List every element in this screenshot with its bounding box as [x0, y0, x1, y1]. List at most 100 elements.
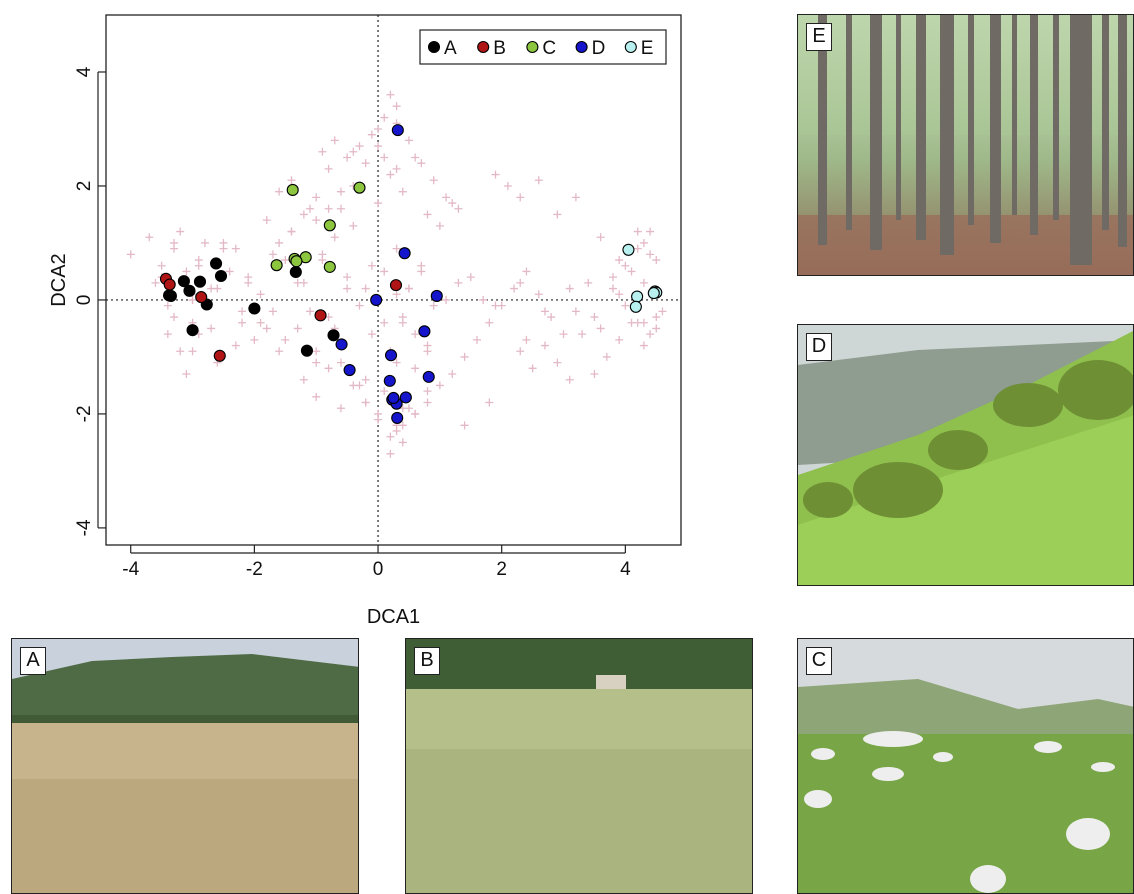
point-b [213, 349, 226, 362]
background-plus-point [170, 238, 179, 247]
background-plus-point [596, 233, 605, 242]
background-plus-point [442, 193, 451, 202]
background-plus-point [268, 250, 277, 259]
background-plus-point [553, 210, 562, 219]
point-d [384, 349, 398, 362]
background-plus-point [182, 370, 191, 379]
background-plus-point [584, 278, 593, 287]
background-plus-point [268, 307, 277, 316]
x-tick-label: -2 [246, 559, 263, 580]
background-plus-point [615, 335, 624, 344]
background-plus-point [423, 347, 432, 356]
background-plus-point [312, 193, 321, 202]
point-d [391, 124, 404, 137]
legend-label-e: E [641, 38, 654, 59]
background-plus-point [380, 318, 389, 327]
point-d [335, 338, 348, 351]
background-plus-point [608, 284, 617, 293]
background-plus-point [262, 324, 271, 333]
point-a [214, 269, 228, 283]
background-plus-point [213, 284, 222, 293]
background-plus-point [355, 142, 364, 151]
point-a [177, 275, 190, 288]
background-plus-point [281, 256, 290, 265]
background-plus-point [336, 187, 345, 196]
background-plus-point [442, 295, 451, 304]
photo-b-tall-grassland: B [405, 638, 753, 894]
background-plus-point [522, 267, 531, 276]
background-plus-point [472, 335, 481, 344]
background-plus-point [553, 358, 562, 367]
background-plus-point [361, 284, 370, 293]
background-plus-point [454, 278, 463, 287]
background-plus-point [652, 313, 661, 322]
background-plus-point [392, 102, 401, 111]
background-plus-point [547, 313, 556, 322]
background-plus-point [374, 124, 383, 133]
background-plus-point [571, 307, 580, 316]
background-plus-point [423, 387, 432, 396]
background-plus-point [510, 284, 519, 293]
background-plus-point [448, 199, 457, 208]
background-plus-point [398, 187, 407, 196]
background-plus-point [559, 330, 568, 339]
photo-d-shrubby-slope: D [797, 324, 1134, 586]
background-plus-point [262, 216, 271, 225]
background-plus-point [565, 375, 574, 384]
background-plus-point [386, 449, 395, 458]
y-tick-label: 4 [74, 66, 95, 77]
photo-e-forest: E [797, 14, 1134, 276]
background-plus-point [386, 170, 395, 179]
background-plus-point [639, 278, 648, 287]
background-plus-point [324, 364, 333, 373]
background-plus-point [281, 335, 290, 344]
background-plus-point [615, 256, 624, 265]
background-plus-point [336, 204, 345, 213]
background-plus-point [299, 375, 308, 384]
slope-scene [798, 325, 1133, 585]
point-a [164, 289, 177, 303]
y-tick-label: 2 [74, 181, 95, 192]
background-plus-point [639, 318, 648, 327]
background-plus-point [522, 335, 531, 344]
background-plus-point [615, 290, 624, 299]
background-plus-point [287, 176, 296, 185]
background-plus-point [386, 90, 395, 99]
background-plus-point [312, 347, 321, 356]
background-plus-point [361, 398, 370, 407]
photo-d-label: D [806, 333, 832, 361]
background-plus-point [534, 176, 543, 185]
background-plus-point [374, 199, 383, 208]
legend-marker-e [624, 40, 637, 54]
x-tick-label: 4 [620, 559, 631, 580]
background-plus-point [540, 307, 549, 316]
background-plus-point [380, 153, 389, 162]
background-plus-point [633, 227, 642, 236]
point-e [647, 287, 660, 300]
background-plus-point [275, 187, 284, 196]
background-plus-point [293, 324, 302, 333]
point-c [290, 255, 303, 268]
point-c [286, 183, 299, 197]
background-plus-point [225, 267, 234, 276]
background-plus-point [479, 295, 488, 304]
background-plus-point [207, 324, 216, 333]
background-plus-point [633, 244, 642, 253]
point-d [391, 411, 404, 424]
background-plus-point [151, 278, 160, 287]
background-plus-point [163, 330, 172, 339]
background-plus-point [287, 227, 296, 236]
background-plus-point [528, 364, 537, 373]
rocky-scene [798, 639, 1133, 893]
background-plus-point [182, 267, 191, 276]
point-c [353, 181, 366, 194]
x-tick-label: 2 [496, 559, 507, 580]
photo-a-hay-meadow: A [11, 638, 359, 894]
point-b [163, 278, 176, 291]
point-c [323, 219, 336, 232]
photo-a-label: A [20, 647, 46, 675]
background-plus-point [367, 330, 376, 339]
background-plus-point [231, 244, 240, 253]
legend-label-c: C [542, 38, 556, 59]
